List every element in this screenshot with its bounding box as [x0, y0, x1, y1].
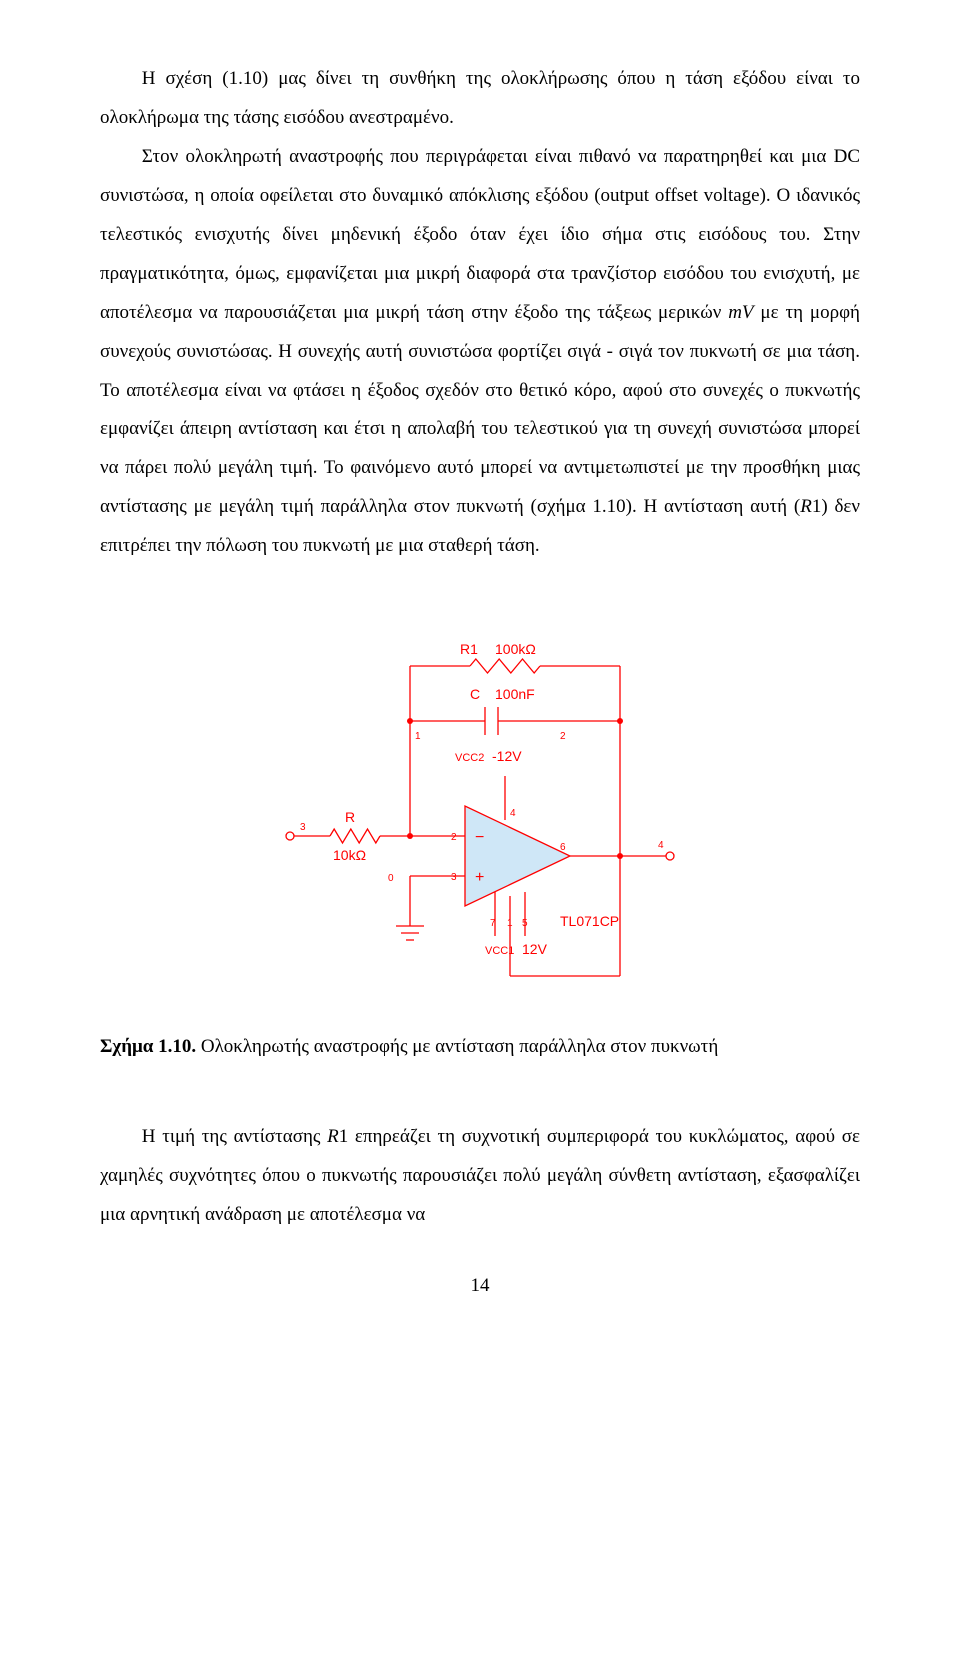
svg-text:2: 2 [560, 731, 566, 742]
svg-text:+: + [475, 869, 484, 886]
svg-text:6: 6 [560, 842, 566, 853]
svg-text:2: 2 [451, 832, 457, 843]
svg-text:3: 3 [451, 872, 457, 883]
caption-bold: Σχήμα 1.10. [100, 1036, 196, 1057]
p1-text: Η σχέση (1.10) μας δίνει τη συνθήκη της … [100, 68, 860, 128]
svg-text:0: 0 [388, 873, 394, 884]
svg-text:1: 1 [415, 731, 421, 742]
svg-text:4: 4 [658, 840, 664, 851]
p2-r1: R [800, 496, 812, 517]
p2-mv: mV [728, 302, 753, 323]
p3-r: R [327, 1126, 339, 1147]
circuit-svg: R1100kΩC100nF12VCC2-12V4R10kΩ32−+0364715… [260, 626, 700, 1006]
svg-text:R: R [345, 809, 355, 825]
svg-text:R1: R1 [460, 641, 478, 657]
svg-text:VCC2: VCC2 [455, 752, 484, 764]
p2-text-b: με τη μορφή συνεχούς συνιστώσας. Η συνεχ… [100, 302, 860, 518]
svg-text:10kΩ: 10kΩ [333, 847, 366, 863]
svg-text:100nF: 100nF [495, 686, 535, 702]
svg-text:12V: 12V [522, 941, 548, 957]
p3-text-a: Η τιμή της αντίστασης [142, 1126, 327, 1147]
svg-text:100kΩ: 100kΩ [495, 641, 536, 657]
svg-text:5: 5 [522, 918, 528, 929]
page-number: 14 [100, 1275, 860, 1297]
svg-text:1: 1 [507, 918, 513, 929]
caption-rest: Ολοκληρωτής αναστροφής με αντίσταση παρά… [196, 1036, 718, 1057]
svg-text:3: 3 [300, 822, 306, 833]
paragraph-2: Στον ολοκληρωτή αναστροφής που περιγράφε… [100, 138, 860, 566]
p2-r1-num: 1 [812, 496, 822, 517]
svg-text:-12V: -12V [492, 748, 522, 764]
paragraph-1: Η σχέση (1.10) μας δίνει τη συνθήκη της … [100, 60, 860, 138]
figure-caption: Σχήμα 1.10. Ολοκληρωτής αναστροφής με αν… [100, 1036, 860, 1058]
svg-text:TL071CP: TL071CP [560, 913, 619, 929]
svg-text:7: 7 [490, 918, 496, 929]
p2-text-a: Στον ολοκληρωτή αναστροφής που περιγράφε… [100, 146, 860, 323]
svg-text:4: 4 [510, 808, 516, 819]
svg-text:C: C [470, 686, 480, 702]
svg-text:−: − [475, 829, 484, 846]
paragraph-3: Η τιμή της αντίστασης R1 επηρεάζει τη συ… [100, 1118, 860, 1235]
circuit-diagram: R1100kΩC100nF12VCC2-12V4R10kΩ32−+0364715… [100, 626, 860, 1006]
